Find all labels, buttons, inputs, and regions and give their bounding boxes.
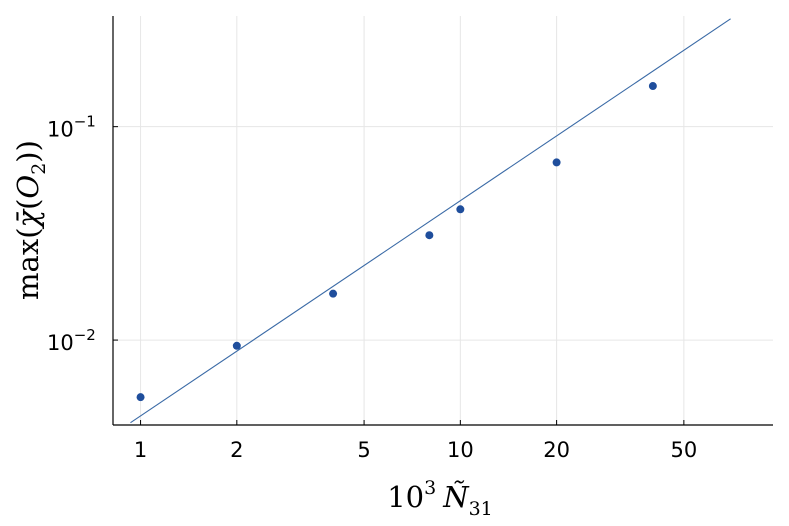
- y-label-post: )): [11, 140, 45, 163]
- x-label-sub: 31: [469, 498, 493, 520]
- x-label-exp: 3: [424, 477, 436, 499]
- y-tick-labels: 10−210−1: [47, 113, 118, 355]
- grid: [113, 16, 773, 425]
- x-tick-label: 10: [447, 438, 474, 462]
- x-label-base: 10: [387, 480, 424, 514]
- x-axis-label: 103 Ñ31: [387, 477, 493, 520]
- y-tick-exponent: −2: [74, 326, 96, 344]
- y-tick-base: 10: [47, 331, 74, 355]
- x-tick-labels: 1 2 5 10 20 50: [134, 420, 697, 462]
- data-point: [456, 205, 465, 214]
- fit-line: [130, 18, 731, 424]
- data-point: [648, 82, 657, 91]
- y-tick-label: 10−2: [47, 326, 96, 355]
- y-label-pre: max(: [11, 227, 45, 299]
- x-tick-label: 5: [357, 438, 370, 462]
- x-tick-label: 50: [670, 438, 697, 462]
- y-label-mid: (: [11, 199, 45, 210]
- series: [130, 18, 731, 424]
- x-label-symbol: Ñ: [442, 479, 470, 514]
- x-tick-label: 1: [134, 438, 147, 462]
- y-label-var: O: [11, 175, 45, 199]
- y-label-sub: 2: [28, 163, 50, 175]
- data-point: [232, 341, 241, 350]
- data-point: [552, 158, 561, 167]
- y-axis-label: max(χ̄(O2)): [11, 140, 50, 300]
- data-point: [136, 393, 145, 402]
- y-tick-exponent: −1: [74, 113, 96, 131]
- y-label-symbol: χ̄: [11, 208, 45, 229]
- y-tick-label: 10−1: [47, 113, 96, 142]
- x-tick-label: 2: [230, 438, 243, 462]
- y-tick-base: 10: [47, 118, 74, 142]
- data-point: [329, 289, 338, 298]
- axes: [112, 16, 773, 426]
- plot-area: [130, 18, 731, 424]
- x-tick-label: 20: [543, 438, 570, 462]
- data-point: [425, 231, 434, 240]
